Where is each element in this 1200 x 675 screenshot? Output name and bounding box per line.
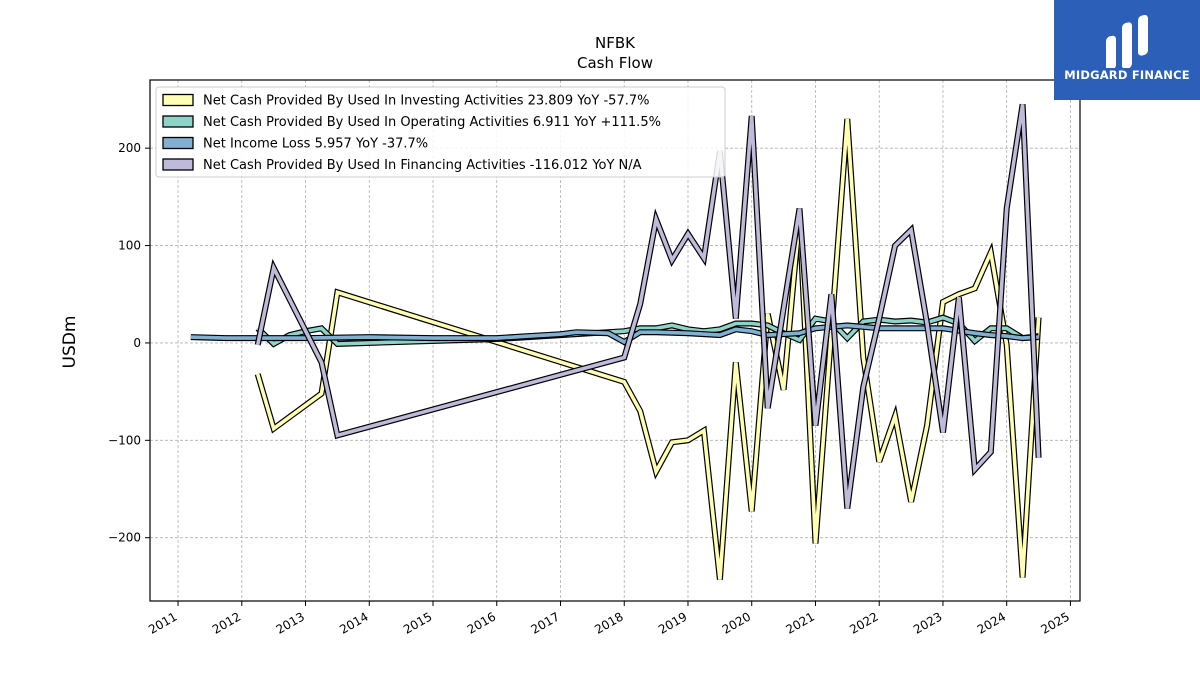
x-tick-label: 2013 [274, 609, 307, 636]
y-tick-label: 100 [118, 239, 141, 253]
x-tick-label: 2015 [401, 609, 434, 636]
legend-swatch [162, 158, 194, 171]
x-tick-label: 2017 [529, 609, 562, 636]
midgard-finance-logo: MIDGARD FINANCE [1054, 0, 1200, 100]
y-tick-label: 0 [133, 336, 141, 350]
legend-swatch [162, 136, 194, 150]
axis-ticks: 2011 2012 2013 2014 2015 2016 2017 2018 2019 2020… [108, 141, 1072, 637]
chart-title: NFBK [595, 34, 636, 52]
chart-subtitle: Cash Flow [577, 54, 653, 72]
series-line-0 [255, 118, 1041, 580]
x-tick-label: 2014 [337, 609, 370, 636]
x-tick-label: 2019 [656, 609, 689, 636]
series-outline-0 [254, 118, 1042, 580]
x-tick-label: 2025 [1038, 609, 1071, 636]
legend-label: Net Cash Provided By Used In Financing A… [203, 158, 642, 173]
legend-swatch [162, 93, 194, 107]
series-line-2 [190, 323, 1039, 345]
legend-label: Net Cash Provided By Used In Operating A… [203, 115, 661, 130]
x-tick-label: 2022 [847, 609, 880, 636]
y-tick-label: −200 [108, 531, 141, 545]
x-tick-label: 2011 [146, 609, 179, 636]
x-tick-label: 2024 [975, 609, 1008, 636]
legend-swatch [162, 115, 194, 128]
legend: Net Cash Provided By Used In Investing A… [155, 86, 726, 178]
x-tick-label: 2012 [210, 609, 243, 636]
x-tick-label: 2021 [784, 609, 817, 636]
logo-text: MIDGARD FINANCE [1064, 68, 1190, 82]
x-tick-label: 2023 [911, 609, 944, 636]
series-line-3 [255, 104, 1041, 509]
midgard-logo-icon [1106, 14, 1148, 68]
series-lines [190, 103, 1042, 580]
legend-label: Net Cash Provided By Used In Investing A… [203, 94, 649, 109]
x-tick-label: 2016 [465, 609, 498, 636]
y-axis-label: USDm [60, 316, 80, 369]
legend-label: Net Income Loss 5.957 YoY -37.7% [203, 137, 428, 152]
x-tick-label: 2018 [592, 609, 625, 636]
y-tick-label: 200 [118, 141, 141, 155]
y-tick-label: −100 [108, 433, 141, 447]
legend-box [155, 86, 726, 178]
x-tick-label: 2020 [720, 609, 753, 636]
plot-frame [149, 79, 1081, 602]
